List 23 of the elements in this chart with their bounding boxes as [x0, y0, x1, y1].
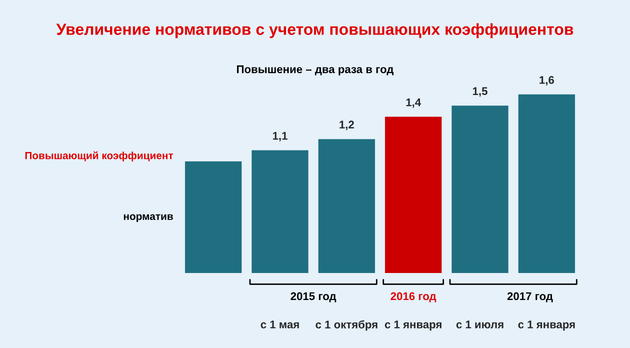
text: норматив: [124, 214, 173, 222]
x-tick-label: с 1 июля: [456, 320, 504, 328]
bar: [318, 139, 375, 273]
text: 2015 год: [290, 292, 336, 302]
x-tick-label: с 1 мая: [260, 320, 299, 328]
bar: [185, 161, 242, 273]
x-tick-label: с 1 октября: [316, 320, 378, 331]
bar: [252, 150, 308, 273]
x-tick-label: с 1 января: [384, 320, 442, 331]
bar: [518, 94, 575, 273]
data-label: 1,6: [540, 76, 554, 86]
bar: [452, 106, 508, 273]
text: 2016 год: [390, 292, 436, 302]
text: Повышающий коэффициент: [25, 151, 174, 162]
x-tick-label: с 1 января: [518, 320, 575, 331]
data-label: 1,2: [340, 120, 354, 130]
data-label: 1,4: [406, 98, 421, 108]
chart-subtitle: Повышение – два раза в год: [237, 65, 394, 76]
text: 2017 год: [507, 292, 553, 302]
data-label: 1,5: [472, 87, 488, 97]
chart-title: Увеличение нормативов с учетом повышающих коэффициентов: [56, 23, 574, 38]
bar: [385, 116, 442, 273]
data-label: 1,1: [272, 132, 288, 142]
